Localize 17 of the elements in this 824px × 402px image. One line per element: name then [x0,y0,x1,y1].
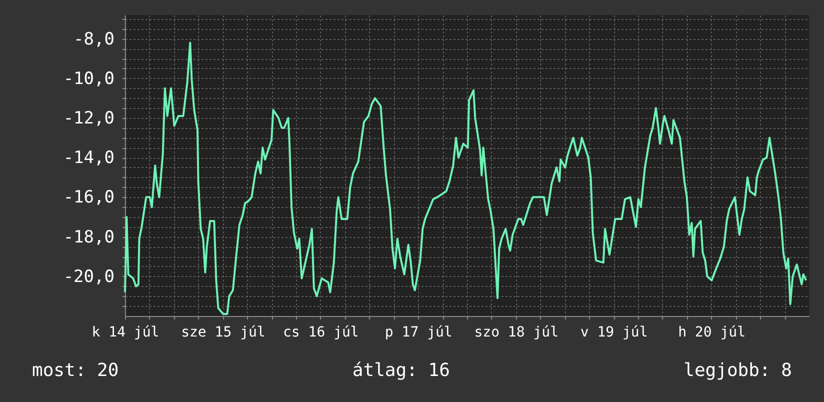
y-tick-label: -10,0 [63,68,114,89]
x-tick-label: p 17 júl [384,324,452,340]
x-tick-label: szo 18 júl [474,324,559,340]
y-tick-label: -12,0 [63,108,114,128]
text: most: 20 [32,360,119,381]
x-tick-label: h 20 júl [678,324,746,340]
y-tick-label: -20,0 [63,266,114,287]
text: átlag: 16 [352,360,450,381]
x-tick-label: k 14 júl [92,324,160,340]
x-tick-label: sze 15 júl [181,324,266,340]
x-tick-label: cs 16 júl [283,324,359,340]
y-tick-label: -18,0 [63,227,114,248]
x-tick-label: v 19 júl [580,324,648,340]
y-tick-label: -8,0 [74,29,114,50]
y-tick-label: -16,0 [63,188,114,208]
text: legjobb: 8 [684,360,792,381]
y-tick-label: -14,0 [63,148,114,168]
